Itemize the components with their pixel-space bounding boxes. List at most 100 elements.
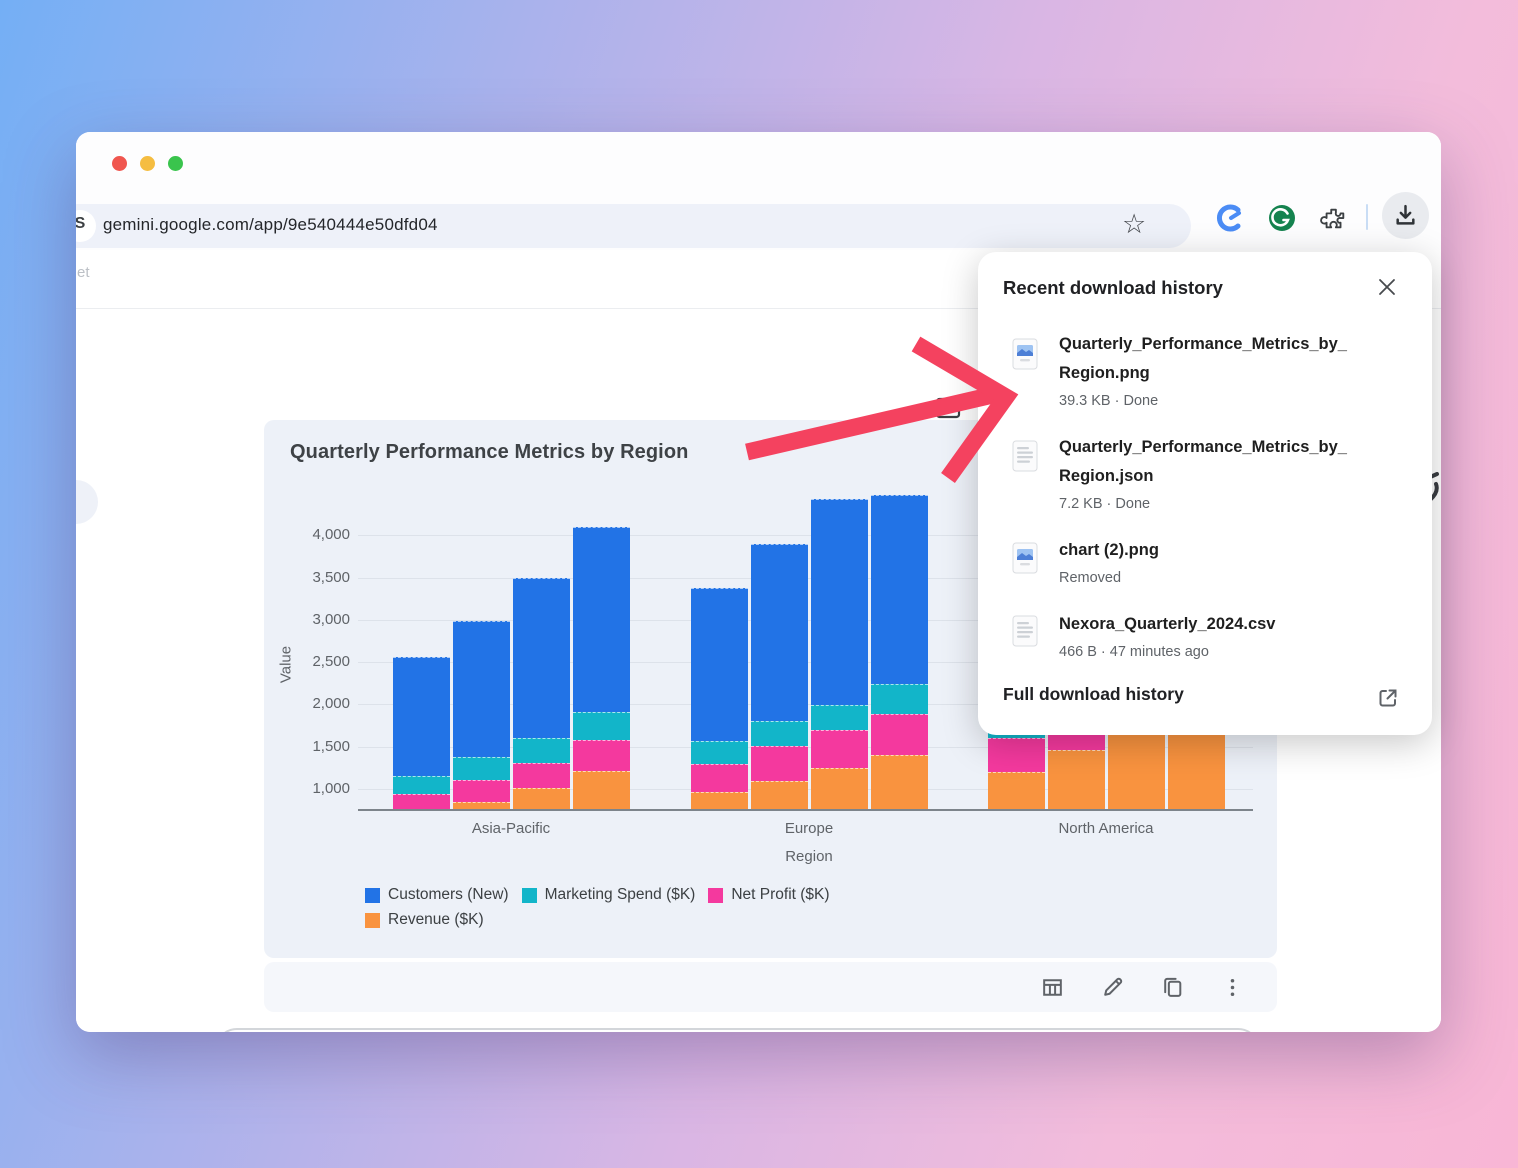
bar-segment — [453, 780, 510, 802]
table-icon[interactable] — [1039, 974, 1065, 1000]
bar-segment — [573, 526, 630, 712]
download-item-name[interactable]: Region.png — [1059, 364, 1150, 382]
download-item[interactable]: Nexora_Quarterly_2024.csv 466 B · 47 minu… — [1059, 610, 1411, 664]
bar-segment — [871, 754, 928, 811]
chart-legend-row: Revenue ($K) — [365, 911, 484, 929]
bar-segment — [393, 775, 450, 795]
close-icon[interactable] — [1372, 272, 1402, 302]
bar-segment — [513, 738, 570, 764]
minimize-window-button[interactable] — [140, 156, 155, 171]
browser-toolbar: S gemini.google.com/app/9e540444e50dfd04… — [76, 192, 1441, 251]
legend-label: Revenue ($K) — [388, 911, 484, 928]
url-text[interactable]: gemini.google.com/app/9e540444e50dfd04 — [103, 215, 438, 234]
legend-swatch — [365, 887, 380, 903]
content-divider — [76, 308, 1441, 309]
full-download-history-link[interactable]: Full download history — [1003, 684, 1184, 704]
legend-item: Customers (New) — [365, 886, 509, 904]
y-tick-label: 3,000 — [312, 610, 350, 628]
bar-segment — [751, 780, 808, 811]
download-item-meta: 7.2 KB · Done — [1059, 496, 1151, 512]
close-window-button[interactable] — [112, 156, 127, 171]
x-axis-line — [358, 809, 1253, 811]
x-category-label: Europe — [784, 820, 834, 837]
legend-swatch — [708, 887, 724, 903]
legend-label: Customers (New) — [388, 886, 509, 903]
bar-segment — [871, 684, 928, 714]
clock-extension-icon[interactable] — [1216, 204, 1244, 232]
y-tick-label: 4,000 — [312, 526, 350, 544]
maximize-window-button[interactable] — [168, 156, 183, 171]
download-item-name[interactable]: Nexora_Quarterly_2024.csv — [1059, 615, 1276, 633]
open-external-icon[interactable] — [1376, 686, 1400, 710]
bar-segment — [691, 792, 748, 811]
download-item[interactable]: Quarterly_Performance_Metrics_by_ Region.… — [1059, 330, 1411, 413]
bar-segment — [811, 767, 868, 811]
bar-segment — [1048, 750, 1105, 811]
popup-title: Recent download history — [1003, 277, 1223, 298]
x-category-label: Asia-Pacific — [471, 820, 551, 837]
download-item-name[interactable]: Region.json — [1059, 467, 1154, 485]
bar-segment — [811, 498, 868, 705]
bar-segment — [453, 801, 510, 811]
bar-segment — [691, 587, 748, 742]
bar-segment — [573, 711, 630, 740]
legend-label: Net Profit ($K) — [731, 886, 830, 903]
bar-segment — [453, 621, 510, 757]
legend-label: Marketing Spend ($K) — [544, 886, 696, 903]
window-titlebar — [76, 132, 1441, 192]
partial-clipped-text: et — [77, 264, 90, 281]
download-item-name[interactable]: Quarterly_Performance_Metrics_by_ — [1059, 335, 1347, 353]
bar-segment — [393, 657, 450, 776]
edit-pencil-icon[interactable] — [1099, 974, 1125, 1000]
bar-segment — [691, 763, 748, 793]
prompt-input[interactable] — [215, 1028, 1260, 1032]
download-item-meta: Removed — [1059, 570, 1122, 586]
bar-segment — [513, 788, 570, 811]
downloads-button[interactable] — [1382, 192, 1429, 239]
x-category-label: North America — [1058, 820, 1154, 837]
bar-segment — [871, 495, 928, 685]
bar-segment — [751, 543, 808, 721]
download-item[interactable]: chart (2).png Removed — [1059, 536, 1411, 590]
bar-segment — [988, 771, 1045, 811]
site-favicon: S — [76, 210, 96, 242]
bar-segment — [513, 577, 570, 739]
x-axis-label: Region — [785, 848, 833, 865]
bar-segment — [1108, 729, 1165, 811]
favicon-glyph: S — [76, 215, 86, 232]
more-options-icon[interactable] — [1219, 974, 1245, 1000]
download-item-name[interactable]: Quarterly_Performance_Metrics_by_ — [1059, 438, 1347, 456]
download-item[interactable]: Quarterly_Performance_Metrics_by_ Region.… — [1059, 433, 1411, 516]
chart-actions-toolbar — [264, 962, 1277, 1012]
bar-segment — [393, 794, 450, 809]
y-tick-label: 3,500 — [312, 568, 350, 586]
grammarly-extension-icon[interactable] — [1268, 204, 1296, 232]
legend-swatch — [365, 912, 380, 928]
bookmark-star-icon[interactable]: ☆ — [1122, 209, 1147, 239]
download-item-meta: 39.3 KB · Done — [1059, 393, 1159, 409]
extensions-puzzle-icon[interactable] — [1320, 204, 1348, 232]
image-file-icon — [1012, 338, 1038, 370]
download-item-name[interactable]: chart (2).png — [1059, 541, 1159, 559]
y-tick-label: 1,000 — [312, 780, 350, 797]
legend-item: Revenue ($K) — [365, 911, 484, 929]
legend-swatch — [521, 887, 537, 903]
download-item-meta: 466 B · 47 minutes ago — [1059, 644, 1209, 660]
bar-segment — [453, 756, 510, 781]
image-file-icon — [1012, 542, 1038, 574]
bar-segment — [1168, 725, 1225, 811]
bar-segment — [871, 713, 928, 755]
document-file-icon — [1012, 615, 1038, 647]
gridline — [358, 535, 1253, 537]
partial-avatar-circle — [76, 480, 98, 524]
bar-segment — [988, 738, 1045, 772]
bar-segment — [811, 730, 868, 768]
bar-segment — [513, 763, 570, 789]
legend-item: Net Profit ($K) — [708, 886, 830, 904]
copy-icon[interactable] — [1159, 974, 1185, 1000]
bar-segment — [751, 720, 808, 747]
bar-segment — [811, 704, 868, 731]
address-bar[interactable]: S gemini.google.com/app/9e540444e50dfd04… — [76, 204, 1191, 248]
download-history-popup: Recent download history Quarterly_Perfor… — [978, 252, 1432, 735]
